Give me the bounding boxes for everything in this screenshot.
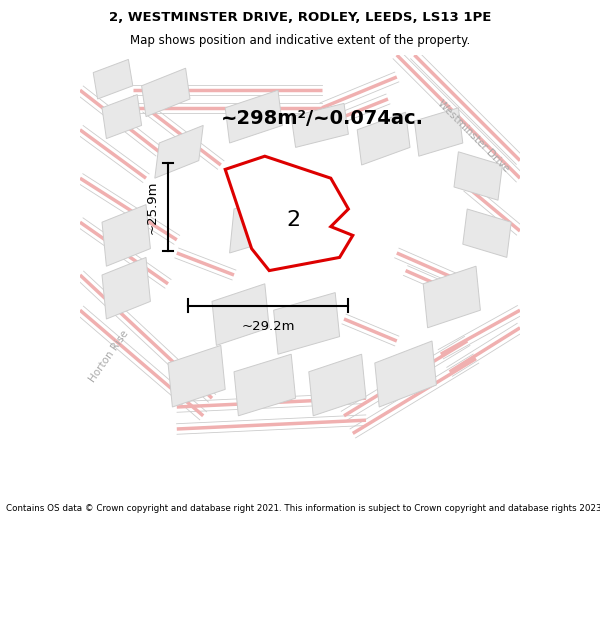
Polygon shape <box>423 266 481 328</box>
Text: Map shows position and indicative extent of the property.: Map shows position and indicative extent… <box>130 34 470 47</box>
Polygon shape <box>454 152 502 200</box>
Text: Horton Rise: Horton Rise <box>87 329 130 384</box>
Polygon shape <box>274 292 340 354</box>
Polygon shape <box>155 126 203 178</box>
Text: ~29.2m: ~29.2m <box>241 320 295 333</box>
Text: Contains OS data © Crown copyright and database right 2021. This information is : Contains OS data © Crown copyright and d… <box>6 504 600 512</box>
Polygon shape <box>225 156 353 271</box>
Text: 2: 2 <box>286 210 301 230</box>
Polygon shape <box>309 354 366 416</box>
Polygon shape <box>142 68 190 117</box>
Polygon shape <box>93 59 133 99</box>
Polygon shape <box>225 90 283 143</box>
Polygon shape <box>234 354 296 416</box>
Polygon shape <box>375 341 436 407</box>
Polygon shape <box>291 103 349 148</box>
Polygon shape <box>102 258 151 319</box>
Polygon shape <box>168 346 225 407</box>
Polygon shape <box>230 196 278 253</box>
Polygon shape <box>357 112 410 165</box>
Text: Westminster Drive: Westminster Drive <box>436 99 512 174</box>
Polygon shape <box>283 209 331 266</box>
Polygon shape <box>102 204 151 266</box>
Polygon shape <box>102 94 142 139</box>
Text: ~25.9m: ~25.9m <box>145 180 158 234</box>
Text: 2, WESTMINSTER DRIVE, RODLEY, LEEDS, LS13 1PE: 2, WESTMINSTER DRIVE, RODLEY, LEEDS, LS1… <box>109 11 491 24</box>
Text: ~298m²/~0.074ac.: ~298m²/~0.074ac. <box>221 109 424 128</box>
Polygon shape <box>415 107 463 156</box>
Polygon shape <box>463 209 511 258</box>
Polygon shape <box>212 284 269 346</box>
